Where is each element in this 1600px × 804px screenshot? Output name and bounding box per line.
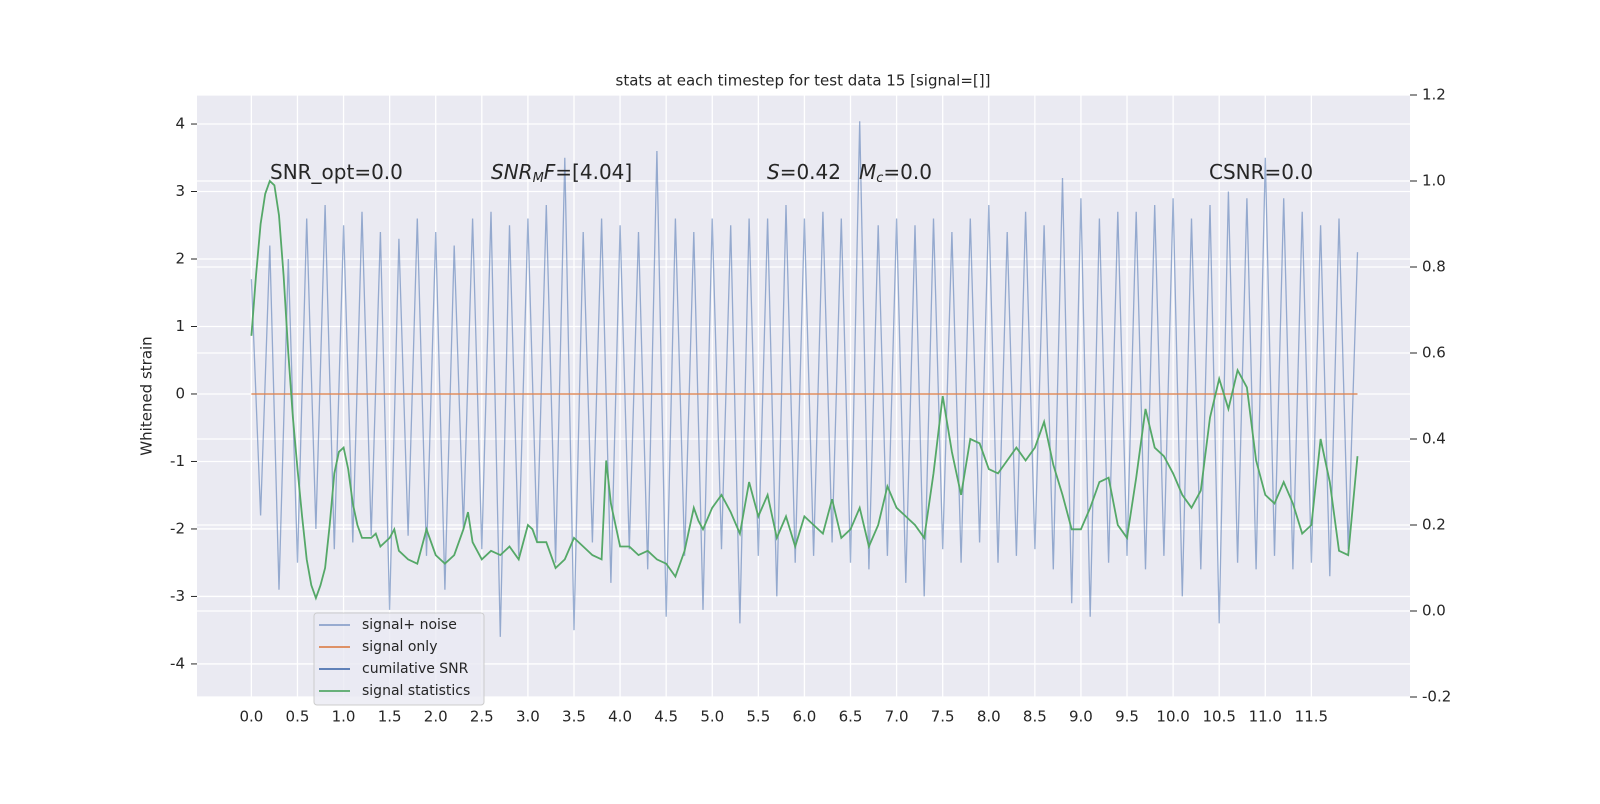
x-tick-label: 9.5 xyxy=(1115,708,1139,726)
y-tick-label: 2 xyxy=(175,249,185,267)
y-tick-label: 0 xyxy=(175,384,185,402)
y2-tick-label: 1.2 xyxy=(1422,86,1446,104)
y-tick-label: -3 xyxy=(170,587,185,605)
x-tick-label: 2.5 xyxy=(470,708,494,726)
annotation-part: c xyxy=(876,171,883,186)
y2-tick-label: 0.0 xyxy=(1422,602,1446,620)
x-tick-label: 7.5 xyxy=(931,708,955,726)
legend: signal+ noise signal only cumilative SNR si… xyxy=(313,612,485,706)
y-tick-label: 4 xyxy=(175,115,185,133)
x-tick-label: 11.0 xyxy=(1249,708,1282,726)
x-tick-label: 11.5 xyxy=(1295,708,1328,726)
y-tick-label: -2 xyxy=(170,519,185,537)
x-tick-label: 5.5 xyxy=(746,708,770,726)
y2-tick-label: -0.2 xyxy=(1422,688,1451,706)
y2-tick-label: 0.4 xyxy=(1422,430,1446,448)
x-tick-label: 8.0 xyxy=(977,708,1001,726)
x-tick-label: 6.0 xyxy=(792,708,816,726)
annotation: SNR_opt=0.0 xyxy=(270,160,403,184)
annotation-part: =0.42 xyxy=(780,160,841,184)
annotation: CSNR=0.0 xyxy=(1209,160,1313,184)
x-tick-label: 5.0 xyxy=(700,708,724,726)
annotation-part: =[4.04] xyxy=(555,160,632,184)
annotation-part: CSNR=0.0 xyxy=(1209,160,1313,184)
annotation-part: M xyxy=(533,171,544,186)
x-tick-label: 0.5 xyxy=(286,708,310,726)
y2-tick-label: 0.8 xyxy=(1422,258,1446,276)
y2-tick-label: 0.6 xyxy=(1422,344,1446,362)
x-tick-label: 8.5 xyxy=(1023,708,1047,726)
annotation: Mc=0.0 xyxy=(859,160,932,186)
y2-tick-label: 1.0 xyxy=(1422,172,1446,190)
x-tick-label: 10.0 xyxy=(1156,708,1189,726)
y-tick-label: 1 xyxy=(175,317,185,335)
x-tick-label: 1.0 xyxy=(332,708,356,726)
x-tick-label: 0.0 xyxy=(239,708,263,726)
x-tick-label: 6.5 xyxy=(839,708,863,726)
x-tick-label: 3.5 xyxy=(562,708,586,726)
annotation-part: M xyxy=(859,160,876,184)
y-tick-label: -4 xyxy=(170,654,185,672)
x-tick-label: 2.0 xyxy=(424,708,448,726)
chart-title: stats at each timestep for test data 15 … xyxy=(616,72,991,90)
legend-label: signal statistics xyxy=(362,683,470,699)
x-tick-label: 10.5 xyxy=(1202,708,1235,726)
plot-area xyxy=(197,95,1410,697)
annotation-part: =0.0 xyxy=(883,160,932,184)
legend-label: cumilative SNR xyxy=(362,661,469,677)
y-axis-label: Whitened strain xyxy=(138,336,156,455)
x-tick-label: 4.0 xyxy=(608,708,632,726)
series-line xyxy=(250,179,1359,601)
annotation-part: SNR_opt=0.0 xyxy=(270,160,403,184)
legend-label: signal+ noise xyxy=(362,617,457,633)
series-line xyxy=(250,121,1359,637)
x-tick-label: 1.5 xyxy=(378,708,402,726)
annotation-part: S xyxy=(767,160,780,184)
y-tick-label: 3 xyxy=(175,182,185,200)
annotation-part: F xyxy=(544,160,556,184)
annotation-part: SNR xyxy=(491,160,533,184)
x-tick-label: 7.0 xyxy=(885,708,909,726)
x-tick-label: 9.0 xyxy=(1069,708,1093,726)
x-tick-label: 4.5 xyxy=(654,708,678,726)
annotation: SNRMF=[4.04] xyxy=(491,160,632,186)
y2-tick-label: 0.2 xyxy=(1422,516,1446,534)
x-tick-label: 3.0 xyxy=(516,708,540,726)
legend-label: signal only xyxy=(362,639,437,655)
y-tick-label: -1 xyxy=(170,452,185,470)
annotation: S=0.42 xyxy=(767,160,841,184)
legend-box xyxy=(313,612,485,706)
